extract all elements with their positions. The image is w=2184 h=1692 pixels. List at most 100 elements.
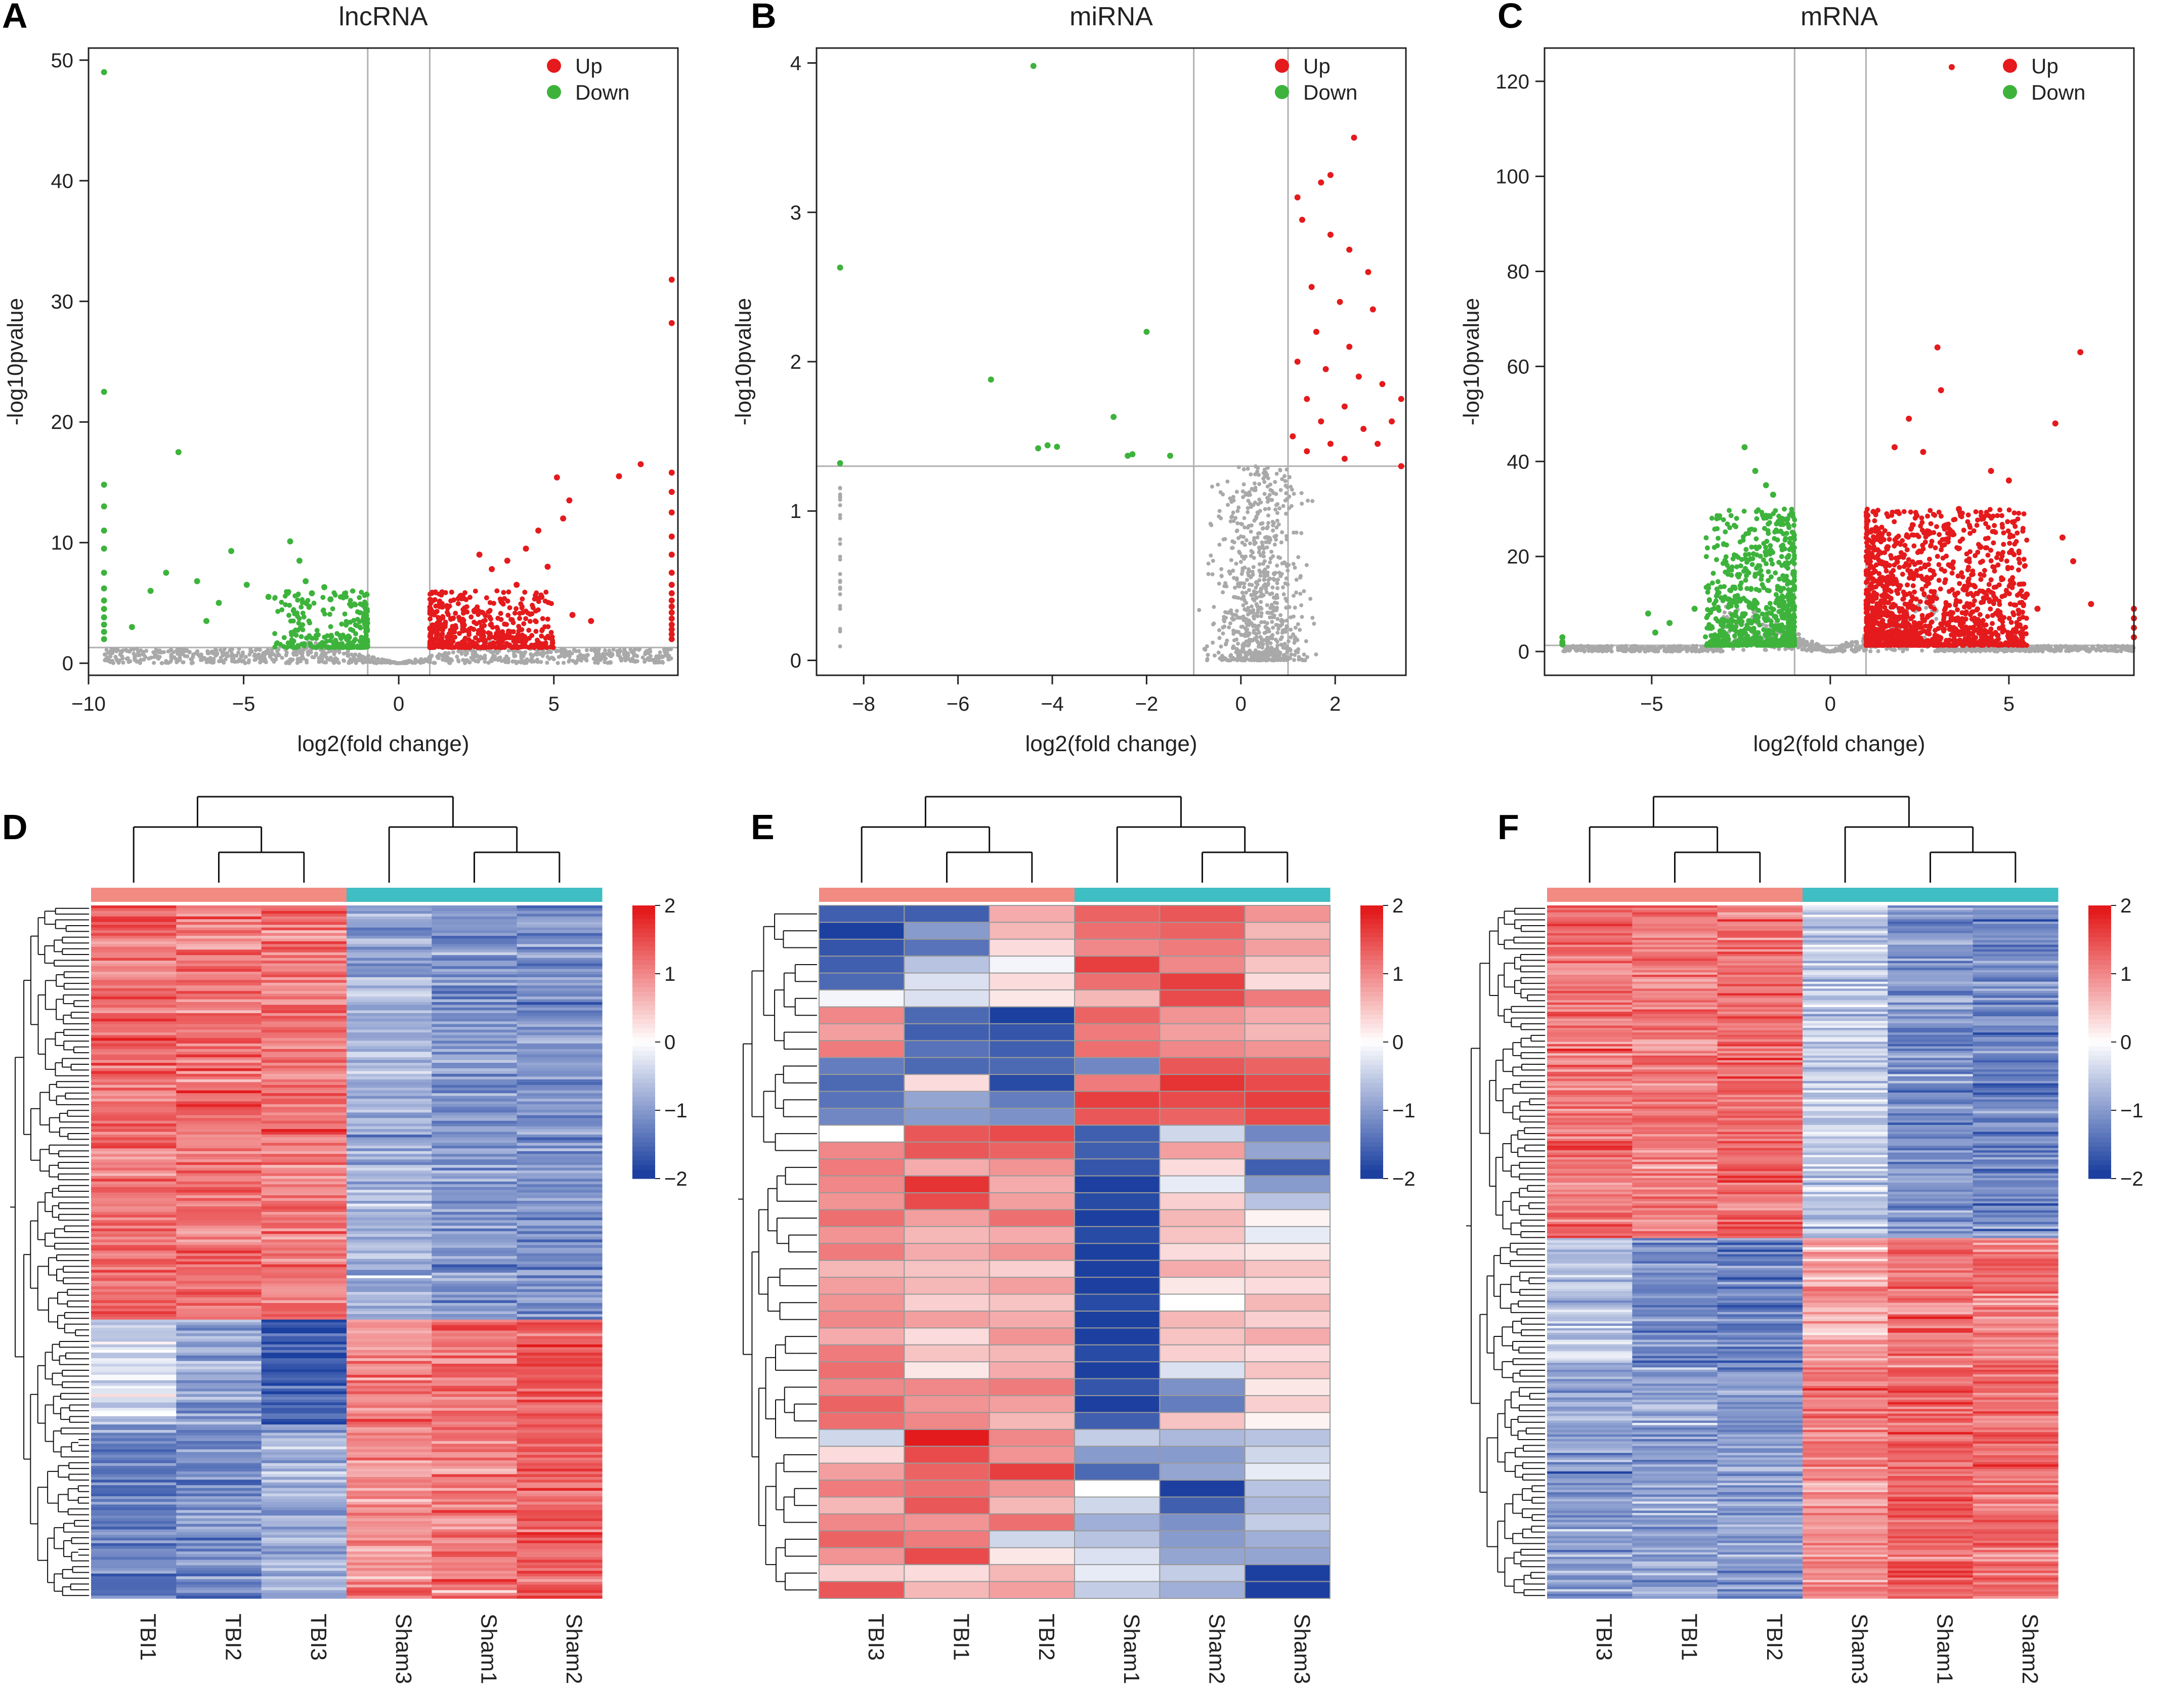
data-point xyxy=(1879,525,1885,530)
data-point xyxy=(203,618,209,624)
data-point xyxy=(1248,501,1253,506)
data-point xyxy=(2060,645,2064,649)
data-point xyxy=(522,589,528,595)
data-point xyxy=(268,655,272,659)
data-point xyxy=(1910,614,1916,620)
data-point xyxy=(314,628,320,633)
data-point xyxy=(1913,596,1919,602)
data-point xyxy=(303,578,309,584)
data-point xyxy=(838,644,842,648)
data-point xyxy=(1257,497,1262,502)
data-point xyxy=(1952,591,1957,597)
data-point xyxy=(1722,610,1727,615)
data-point xyxy=(370,655,374,660)
y-tick-label: 4 xyxy=(790,53,801,75)
chart-title: mRNA xyxy=(1801,2,1878,31)
data-point xyxy=(237,646,241,651)
data-point xyxy=(1892,519,1897,525)
data-point xyxy=(1280,622,1284,626)
data-point xyxy=(344,637,350,642)
data-point xyxy=(838,557,842,562)
data-point xyxy=(1999,522,2005,527)
data-point xyxy=(1987,507,1993,512)
data-point xyxy=(501,590,506,595)
data-point xyxy=(281,635,287,640)
data-point xyxy=(2000,577,2006,582)
data-point xyxy=(473,588,478,594)
data-point xyxy=(1254,516,1258,521)
data-point xyxy=(1262,650,1267,655)
data-point xyxy=(377,660,382,665)
data-point xyxy=(1594,645,1599,650)
data-point xyxy=(837,460,843,466)
data-point xyxy=(289,657,293,662)
data-point xyxy=(356,654,361,659)
data-point xyxy=(516,649,520,654)
data-point xyxy=(1279,540,1283,545)
data-point xyxy=(1244,608,1249,613)
data-point xyxy=(1241,495,1246,499)
data-point xyxy=(473,642,478,647)
data-point xyxy=(498,598,504,604)
data-point xyxy=(1621,647,1625,652)
data-point xyxy=(596,658,601,663)
data-point xyxy=(1685,648,1690,653)
data-point xyxy=(1054,444,1060,450)
data-point xyxy=(1261,471,1266,475)
data-point xyxy=(283,602,288,608)
data-point xyxy=(449,589,454,595)
data-point xyxy=(1293,637,1297,642)
data-point xyxy=(1225,611,1230,615)
data-point xyxy=(1922,623,1928,629)
data-point xyxy=(1306,498,1310,503)
data-point xyxy=(1783,647,1788,652)
data-point xyxy=(1292,658,1296,662)
data-point xyxy=(338,594,344,599)
data-point xyxy=(544,563,551,570)
data-point xyxy=(1110,414,1117,420)
data-point xyxy=(350,660,354,664)
data-point xyxy=(1258,574,1263,578)
data-point xyxy=(1231,519,1236,524)
data-point xyxy=(1942,527,1947,532)
data-point xyxy=(402,660,406,665)
plot-frame xyxy=(88,47,679,676)
data-point xyxy=(1936,562,1942,568)
y-tick-label: 20 xyxy=(51,411,74,433)
data-point xyxy=(1243,566,1247,570)
data-point xyxy=(1327,171,1334,178)
data-point xyxy=(1249,529,1253,534)
data-point xyxy=(512,650,517,655)
data-point xyxy=(1235,521,1240,526)
data-point xyxy=(142,657,146,662)
data-point xyxy=(1634,644,1638,648)
data-point xyxy=(1877,604,1883,610)
data-point xyxy=(1304,448,1310,455)
data-point xyxy=(265,594,272,600)
data-point xyxy=(1257,550,1261,554)
data-point xyxy=(2016,510,2022,516)
data-point xyxy=(516,635,521,640)
data-point xyxy=(1909,594,1915,599)
data-point xyxy=(358,625,363,631)
data-point xyxy=(1247,573,1251,578)
data-point xyxy=(361,658,365,663)
data-point xyxy=(523,616,529,621)
data-point xyxy=(321,607,326,613)
data-point xyxy=(157,655,162,659)
data-point xyxy=(2011,647,2016,652)
data-point xyxy=(110,647,114,652)
data-point xyxy=(1241,482,1246,487)
data-point xyxy=(1982,647,1987,652)
data-point xyxy=(1863,535,1869,540)
data-point xyxy=(322,634,327,640)
data-point xyxy=(1876,557,1881,562)
data-point xyxy=(2019,599,2025,605)
data-point xyxy=(1271,625,1275,630)
data-point xyxy=(1243,650,1247,655)
data-point xyxy=(1351,135,1357,141)
data-point xyxy=(101,605,107,612)
data-point xyxy=(2000,623,2005,629)
data-point xyxy=(1924,575,1930,580)
data-point xyxy=(1965,512,1971,518)
